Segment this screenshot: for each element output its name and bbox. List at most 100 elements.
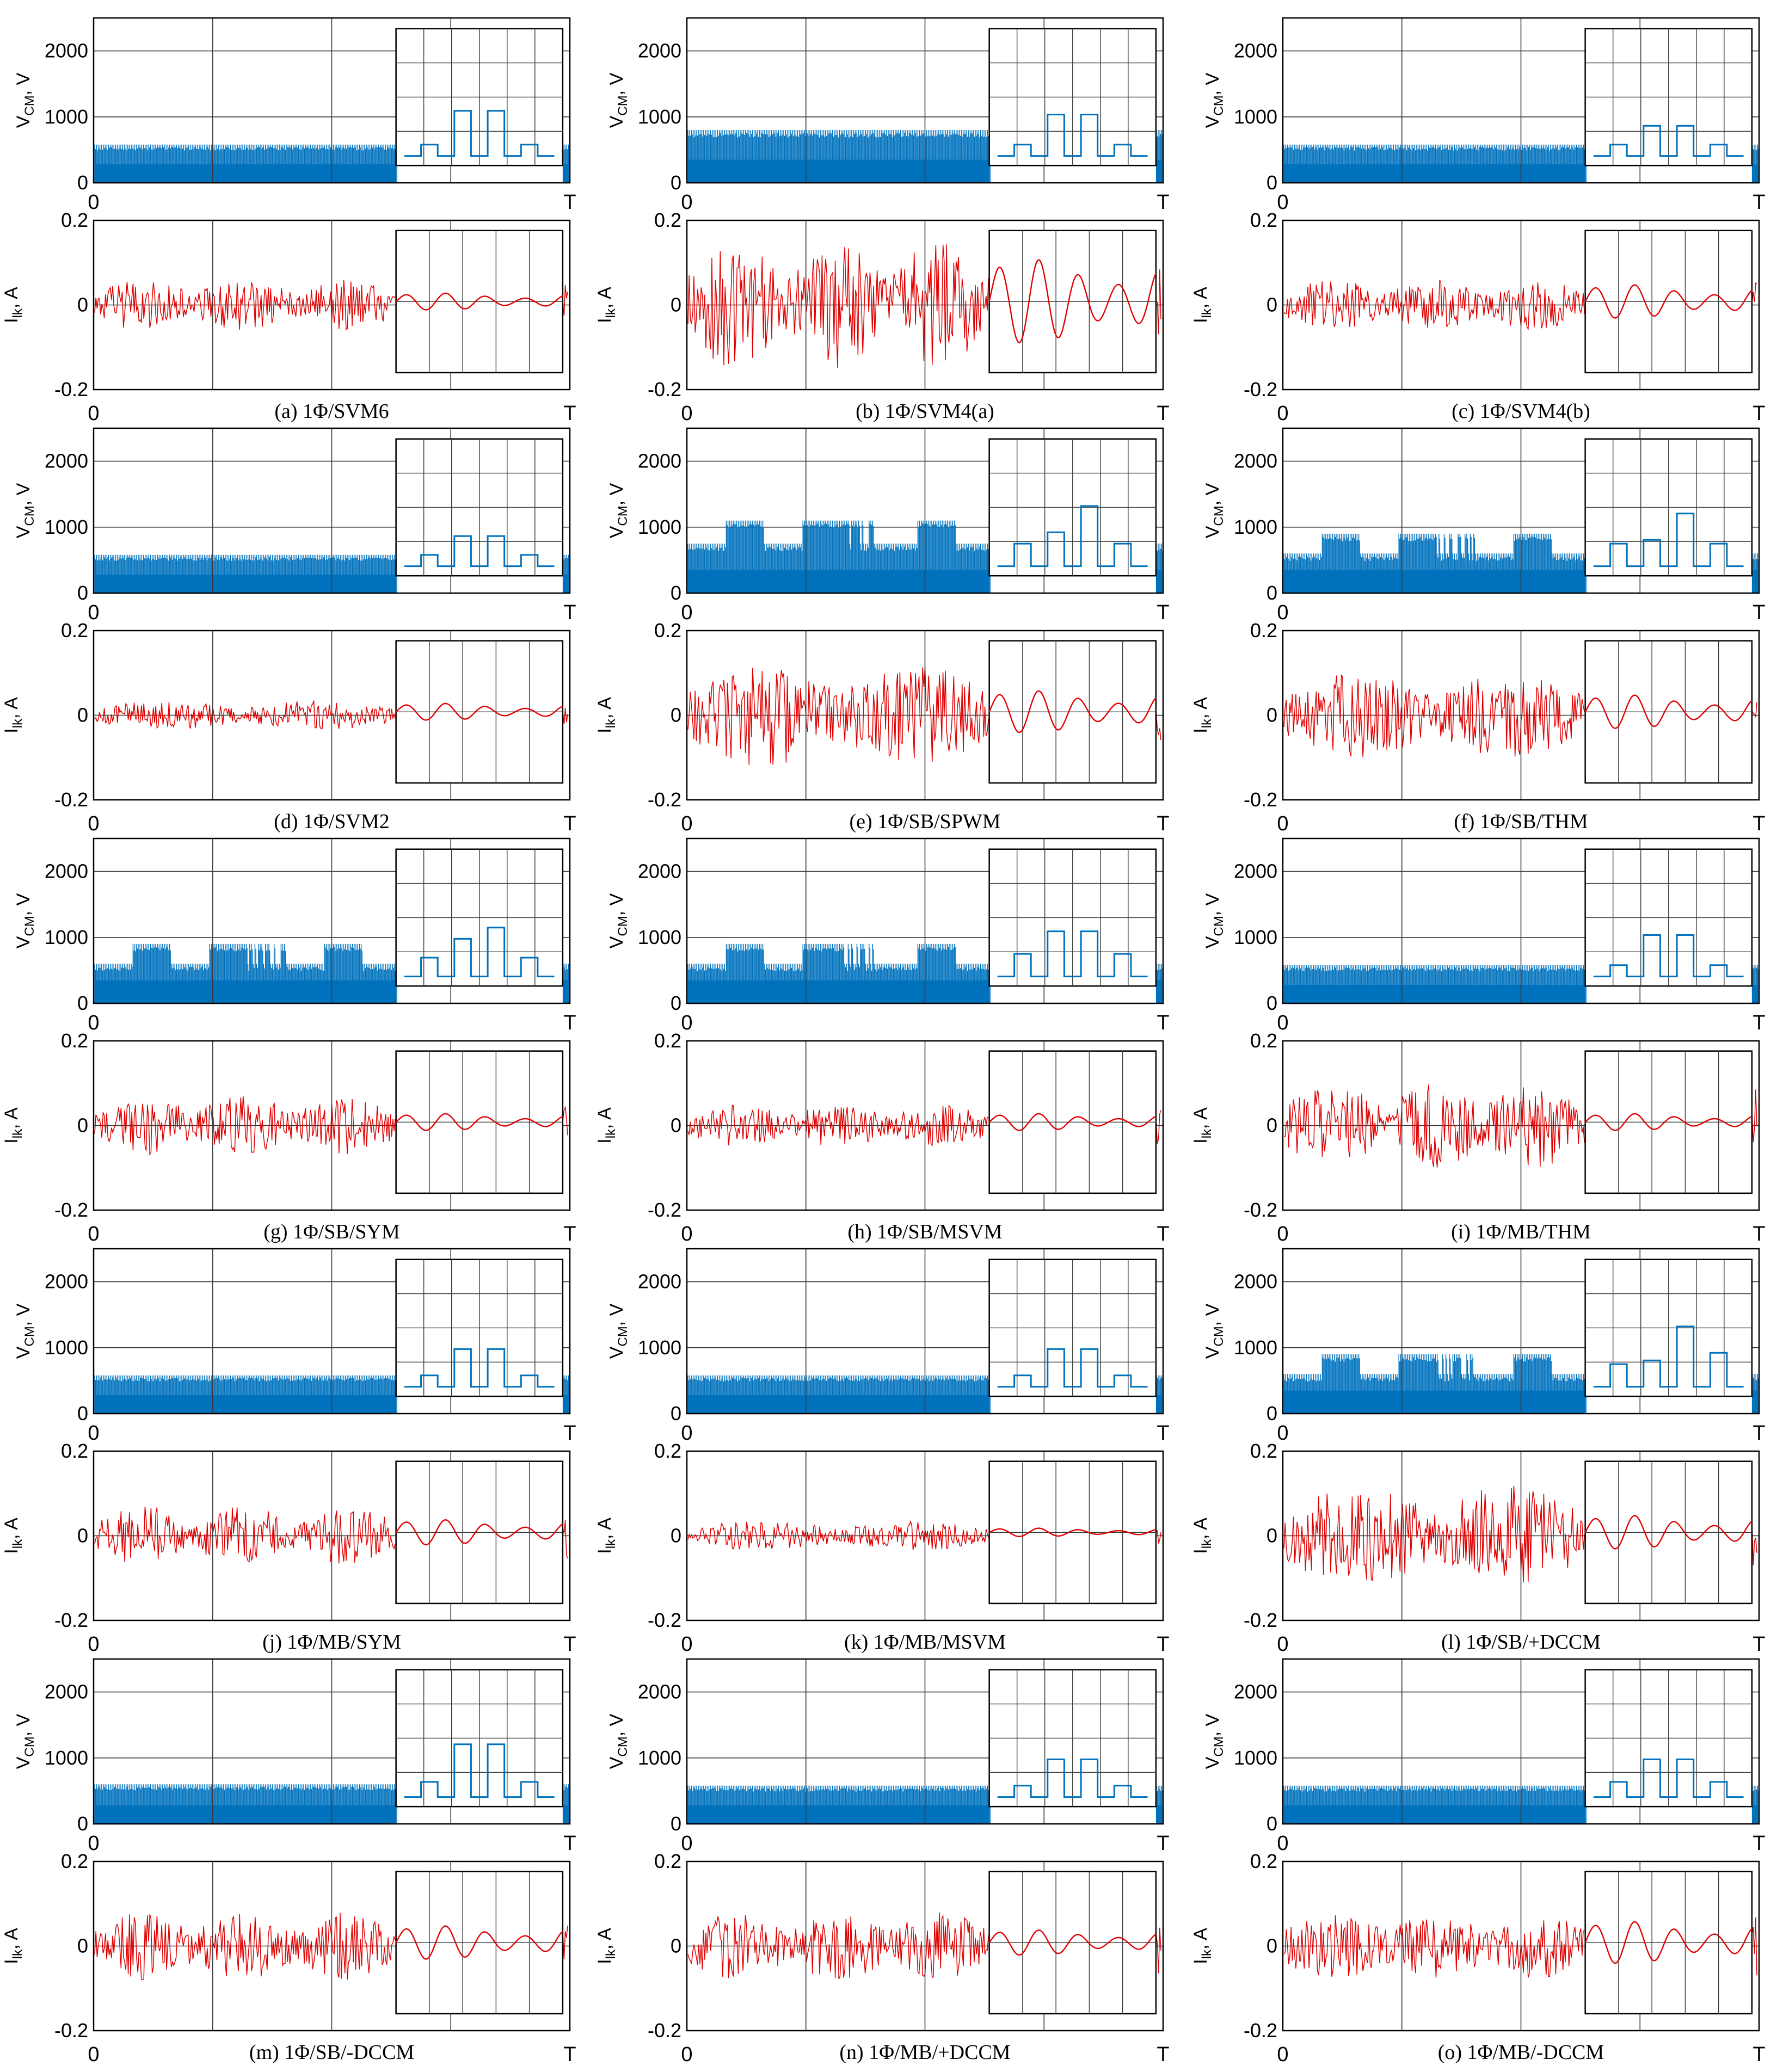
ilk-series-d [94, 700, 568, 729]
ilk-inset-series-h [988, 1113, 1157, 1131]
vcm-ytick: 1000 [1234, 1336, 1277, 1359]
ilk-ytick: 0.2 [654, 619, 681, 642]
caption-d: (d) 1Φ/SVM2 [274, 810, 390, 833]
vcm-xtick-start: 0 [681, 1422, 692, 1445]
ilk-ytick: 0 [671, 294, 681, 316]
ilk-ylabel-n: Ilk, A [594, 1928, 618, 1964]
ilk-series-j [94, 1507, 568, 1564]
vcm-ytick: 2000 [45, 1681, 88, 1703]
vcm-inset-series-m [404, 1743, 555, 1798]
ilk-xtick-end: T [1157, 1633, 1169, 1656]
vcm-frame [1282, 837, 1760, 1004]
ilk-xtick-end: T [1753, 812, 1765, 835]
caption-l: (l) 1Φ/SB/+DCCM [1441, 1631, 1601, 1654]
ilk-frame [686, 219, 1164, 391]
vcm-xtick-end: T [1753, 1832, 1765, 1855]
ilk-series-i [1283, 1084, 1757, 1168]
ilk-ytick: 0 [1266, 294, 1277, 316]
ilk-frame [686, 630, 1164, 801]
ilk-xtick-end: T [1157, 402, 1169, 425]
vcm-series-g [94, 943, 570, 1003]
vcm-inset-series-h [997, 930, 1148, 978]
ilk-ytick: 0.2 [61, 1440, 88, 1462]
ilk-ylabel-i: Ilk, A [1190, 1107, 1214, 1144]
vcm-series-a [94, 144, 570, 183]
vcm-frame [93, 427, 571, 594]
vcm-ytick: 1000 [45, 106, 88, 128]
ilk-ytick: 0.2 [61, 1029, 88, 1052]
vcm-plot-a: 0 1000 2000 0 T VCM, V [13, 17, 576, 214]
ilk-frame [1282, 1040, 1760, 1211]
caption-h: (h) 1Φ/SB/MSVM [847, 1220, 1002, 1243]
ilk-xtick-start: 0 [1277, 1223, 1288, 1245]
vcm-ytick: 0 [77, 1402, 88, 1424]
vcm-xtick-end: T [563, 1422, 576, 1445]
vcm-ytick: 2000 [638, 1271, 681, 1293]
caption-i: (i) 1Φ/MB/THM [1451, 1220, 1591, 1243]
ilk-xtick-end: T [1753, 1223, 1765, 1245]
ilk-ytick: 0.2 [1250, 209, 1277, 231]
vcm-ytick: 0 [1266, 1402, 1277, 1424]
ilk-ytick: 0.2 [61, 619, 88, 642]
vcm-xtick-start: 0 [88, 1832, 99, 1855]
vcm-ytick: 2000 [638, 1681, 681, 1703]
ilk-xtick-start: 0 [88, 1633, 99, 1656]
vcm-plot-m: 0 1000 2000 0 T VCM, V [13, 1658, 576, 1855]
vcm-ytick: 0 [1266, 1812, 1277, 1835]
ilk-ytick: 0.2 [654, 209, 681, 231]
ilk-ytick: 0.2 [654, 1440, 681, 1462]
vcm-plot-b: 0 1000 2000 0 T VCM, V [606, 17, 1170, 214]
vcm-xtick-start: 0 [1277, 1012, 1288, 1034]
ilk-ytick: 0 [671, 1525, 681, 1547]
vcm-ylabel-m: VCM, V [13, 1713, 37, 1769]
vcm-series-e [687, 520, 1163, 593]
vcm-inset-series-c [1593, 125, 1744, 157]
vcm-inset-series-l [1593, 1325, 1744, 1388]
caption-m: (m) 1Φ/SB/-DCCM [249, 2041, 414, 2064]
vcm-ylabel-n: VCM, V [606, 1713, 630, 1769]
vcm-xtick-end: T [1753, 1422, 1765, 1445]
vcm-xtick-end: T [563, 1832, 576, 1855]
ilk-frame [1282, 219, 1760, 391]
ilk-xtick-end: T [563, 402, 576, 425]
vcm-xtick-start: 0 [1277, 601, 1288, 624]
ilk-xtick-start: 0 [88, 402, 99, 425]
ilk-xtick-end: T [563, 2043, 576, 2066]
vcm-xtick-start: 0 [1277, 1422, 1288, 1445]
vcm-ytick: 2000 [638, 860, 681, 883]
ilk-ytick: -0.2 [1244, 1199, 1277, 1221]
ilk-xtick-start: 0 [88, 812, 99, 835]
vcm-frame [1282, 427, 1760, 594]
vcm-inset-series-f [1593, 513, 1744, 568]
ilk-inset-series-e [988, 690, 1157, 733]
vcm-plot-o: 0 1000 2000 0 T VCM, V [1202, 1658, 1766, 1855]
vcm-frame [93, 17, 571, 184]
ilk-ytick: -0.2 [54, 1199, 88, 1221]
vcm-ylabel-d: VCM, V [13, 483, 37, 538]
ilk-xtick-start: 0 [681, 402, 692, 425]
vcm-xtick-start: 0 [88, 191, 99, 214]
vcm-series-j [94, 1375, 570, 1414]
vcm-inset-series-d [404, 535, 555, 568]
vcm-series-o [1283, 1785, 1759, 1824]
ilk-ytick: 0 [77, 704, 88, 726]
vcm-inset-series-j [404, 1348, 555, 1388]
ilk-frame [1282, 1860, 1760, 2032]
ilk-ytick: 0.2 [1250, 619, 1277, 642]
vcm-inset-series-a [404, 110, 555, 157]
vcm-ylabel-l: VCM, V [1202, 1303, 1226, 1359]
ilk-xtick-start: 0 [1277, 402, 1288, 425]
vcm-series-n [687, 1785, 1163, 1824]
vcm-ytick: 1000 [45, 926, 88, 948]
caption-a: (a) 1Φ/SVM6 [274, 400, 389, 423]
vcm-xtick-end: T [1753, 1012, 1765, 1034]
caption-n: (n) 1Φ/MB/+DCCM [839, 2041, 1010, 2064]
vcm-plot-n: 0 1000 2000 0 T VCM, V [606, 1658, 1170, 1855]
ilk-xtick-end: T [1753, 1633, 1765, 1656]
vcm-series-b [687, 130, 1163, 183]
ilk-inset-series-f [1584, 694, 1753, 729]
ilk-ylabel-e: Ilk, A [594, 697, 618, 733]
